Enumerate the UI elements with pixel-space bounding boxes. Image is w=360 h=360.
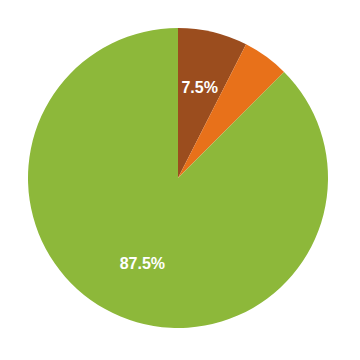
svg-text:87.5%: 87.5% — [120, 255, 165, 272]
svg-text:7.5%: 7.5% — [181, 79, 217, 96]
